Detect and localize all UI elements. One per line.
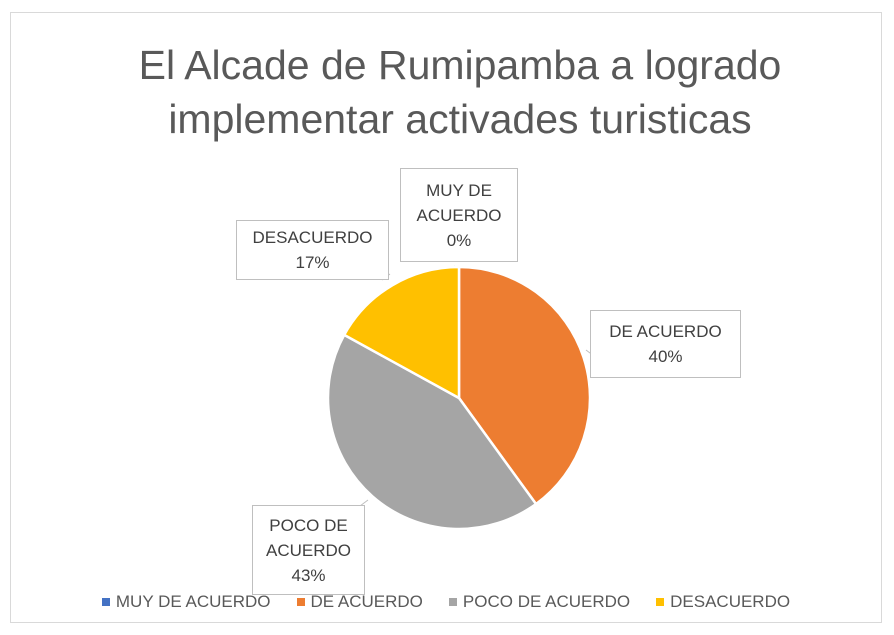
legend-item: DE ACUERDO [296, 592, 423, 612]
data-label-category: DESACUERDO [252, 228, 373, 247]
data-label: DE ACUERDO 40% [590, 310, 741, 378]
legend-label: DESACUERDO [670, 592, 791, 611]
data-label: MUY DE ACUERDO 0% [400, 168, 518, 262]
legend-item: MUY DE ACUERDO [101, 592, 271, 612]
legend-label: MUY DE ACUERDO [115, 592, 271, 611]
data-label-value: 17% [295, 253, 330, 272]
pie-slice [342, 265, 461, 401]
data-label-value: 0% [446, 230, 472, 250]
legend-swatch [656, 598, 665, 606]
chart-frame [10, 12, 882, 623]
legend-item: POCO DE ACUERDO [448, 592, 631, 612]
legend-label: DE ACUERDO [310, 592, 423, 611]
pie-slice [326, 333, 538, 531]
legend-item: DESACUERDO [656, 592, 790, 612]
legend-swatch [101, 598, 110, 606]
legend-label: POCO DE ACUERDO [462, 592, 631, 611]
data-label: POCO DE ACUERDO 43% [252, 505, 365, 595]
legend-swatch [448, 598, 457, 606]
data-label-category: MUY DE ACUERDO [416, 180, 502, 225]
chart-title: El Alcade de Rumipamba a logrado impleme… [138, 42, 782, 142]
data-label-value: 40% [648, 347, 683, 366]
pie-slice [457, 265, 592, 506]
data-label-category: POCO DE ACUERDO [265, 515, 351, 560]
data-label: DESACUERDO 17% [236, 220, 389, 280]
data-label-category: DE ACUERDO [609, 322, 722, 341]
data-label-value: 43% [291, 565, 326, 585]
legend: MUY DE ACUERDO DE ACUERDO POCO DE ACUERDO D… [10, 592, 882, 612]
legend-swatch [296, 598, 305, 606]
